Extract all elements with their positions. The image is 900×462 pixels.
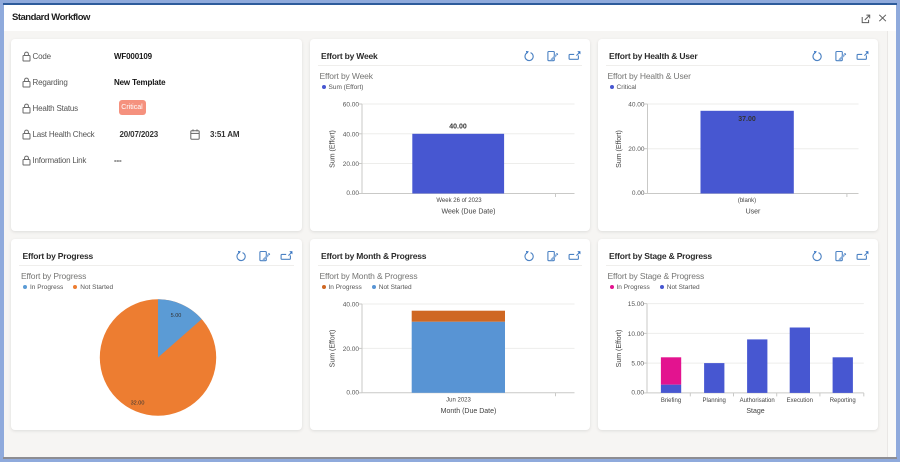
svg-text:10.00: 10.00 (627, 331, 644, 338)
svg-text:0.00: 0.00 (346, 190, 359, 197)
svg-text:5.00: 5.00 (171, 313, 182, 319)
svg-text:37.00: 37.00 (738, 116, 756, 123)
svg-text:(blank): (blank) (737, 198, 755, 204)
svg-text:Week (Due Date): Week (Due Date) (441, 209, 495, 216)
svg-text:40.00: 40.00 (449, 124, 467, 131)
svg-text:Planning: Planning (702, 398, 725, 404)
svg-text:40.00: 40.00 (342, 131, 359, 138)
svg-text:Reporting: Reporting (829, 398, 855, 404)
svg-text:Sum (Effort): Sum (Effort) (616, 130, 623, 168)
svg-text:0.00: 0.00 (631, 389, 644, 396)
svg-text:60.00: 60.00 (342, 102, 359, 109)
svg-text:5.00: 5.00 (631, 361, 644, 368)
svg-text:20.00: 20.00 (342, 161, 359, 168)
svg-text:32.00: 32.00 (131, 401, 145, 407)
svg-text:Execution: Execution (786, 398, 812, 404)
svg-text:Sum (Effort): Sum (Effort) (616, 330, 623, 368)
svg-text:20.00: 20.00 (628, 146, 645, 153)
svg-text:40.00: 40.00 (342, 302, 359, 309)
svg-text:Week 26 of 2023: Week 26 of 2023 (436, 198, 482, 204)
svg-text:Authorisation: Authorisation (739, 398, 774, 404)
svg-text:Sum (Effort): Sum (Effort) (329, 330, 336, 368)
svg-text:User: User (745, 209, 760, 216)
svg-text:Sum (Effort): Sum (Effort) (329, 130, 336, 168)
svg-text:0.00: 0.00 (346, 389, 359, 396)
svg-text:Month (Due Date): Month (Due Date) (440, 408, 496, 415)
svg-text:15.00: 15.00 (627, 301, 644, 308)
svg-text:Briefing: Briefing (660, 398, 680, 404)
svg-text:20.00: 20.00 (342, 346, 359, 353)
svg-text:40.00: 40.00 (628, 102, 645, 109)
svg-text:Jun 2023: Jun 2023 (446, 398, 471, 404)
svg-text:0.00: 0.00 (631, 190, 644, 197)
svg-text:Stage: Stage (746, 408, 764, 415)
